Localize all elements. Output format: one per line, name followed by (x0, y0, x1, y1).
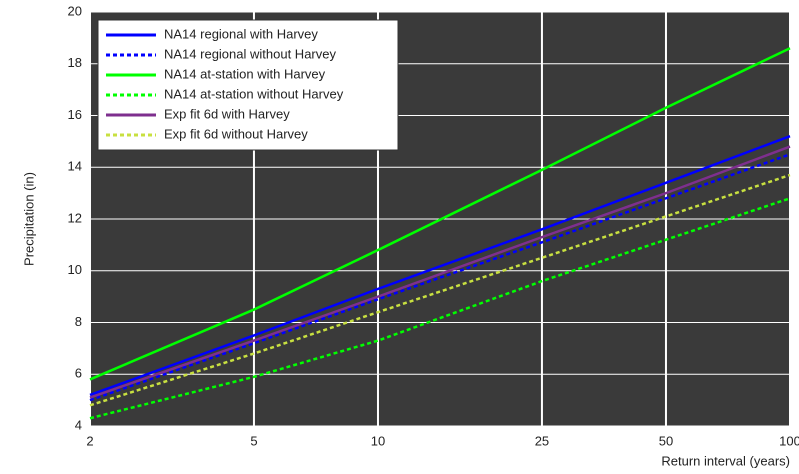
x-tick-label: 25 (535, 433, 549, 448)
legend-label: NA14 regional with Harvey (164, 26, 318, 41)
y-tick-label: 4 (75, 417, 82, 432)
series-line (89, 153, 791, 402)
series-line (89, 173, 791, 407)
legend-label: NA14 at-station with Harvey (164, 66, 326, 81)
y-tick-label: 18 (68, 55, 82, 70)
x-tick-label: 5 (250, 433, 257, 448)
series-line (89, 197, 791, 420)
x-tick-label: 2 (86, 433, 93, 448)
y-axis-label: Precipitation (in) (21, 172, 36, 266)
x-tick-label: 10 (371, 433, 385, 448)
series-line (89, 47, 791, 381)
legend-label: NA14 at-station without Harvey (164, 86, 344, 101)
y-tick-label: 12 (68, 210, 82, 225)
legend-label: Exp fit 6d without Harvey (164, 126, 308, 141)
legend-box (97, 19, 399, 151)
x-axis-label: Return interval (years) (661, 453, 790, 468)
x-tick-label: 50 (659, 433, 673, 448)
y-tick-label: 16 (68, 107, 82, 122)
series-line (89, 135, 791, 397)
legend-label: Exp fit 6d with Harvey (164, 106, 290, 121)
y-tick-label: 6 (75, 366, 82, 381)
y-tick-label: 10 (68, 262, 82, 277)
legend-label: NA14 regional without Harvey (164, 46, 336, 61)
y-tick-label: 8 (75, 314, 82, 329)
x-tick-label: 100 (779, 433, 799, 448)
y-tick-label: 20 (68, 3, 82, 18)
y-tick-label: 14 (68, 159, 82, 174)
series-line (89, 145, 791, 399)
